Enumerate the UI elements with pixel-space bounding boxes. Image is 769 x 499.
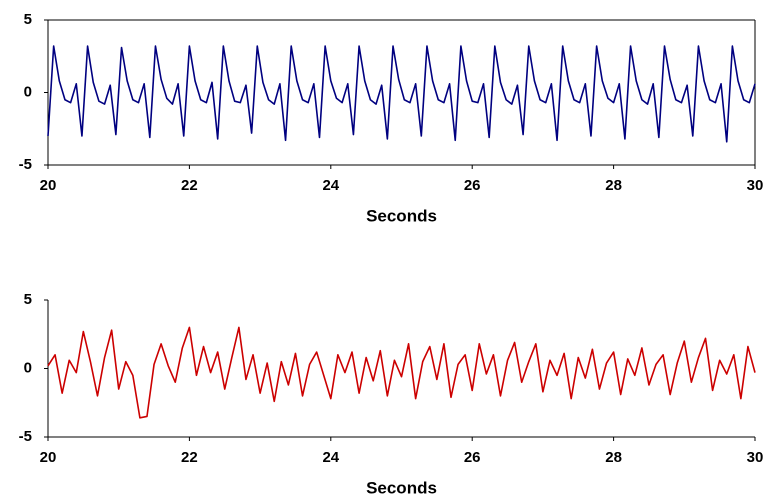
x-tick-label: 30 [747,449,764,466]
x-tick-label: 24 [322,449,339,466]
x-tick-label: 22 [181,449,198,466]
y-tick-label: 5 [24,11,32,28]
y-tick-label: -5 [19,156,32,173]
x-tick-label: 28 [605,177,622,194]
x-tick-label: 26 [464,177,481,194]
data-line [47,326,756,419]
data-line [47,45,756,143]
x-tick-label: 22 [181,177,198,194]
y-tick-label: 5 [24,291,32,308]
x-tick-label: 28 [605,449,622,466]
y-tick-label: -5 [19,428,32,445]
x-tick-label: 24 [322,177,339,194]
x-axis-label: Seconds [366,478,437,497]
y-tick-label: 0 [24,359,32,376]
x-tick-label: 30 [747,177,764,194]
y-tick-label: 0 [24,83,32,100]
x-tick-label: 20 [40,177,57,194]
x-tick-label: 20 [40,449,57,466]
x-axis-label: Seconds [366,206,437,225]
x-tick-label: 26 [464,449,481,466]
